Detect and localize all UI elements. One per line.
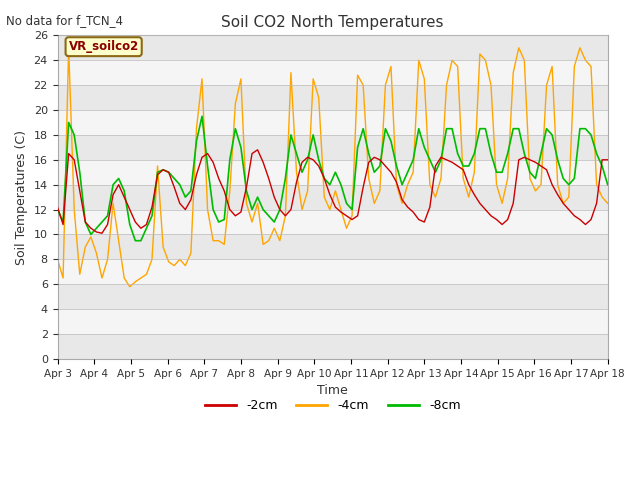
Bar — [58, 135, 608, 160]
Bar — [58, 160, 608, 185]
Bar — [58, 185, 608, 210]
Title: Soil CO2 North Temperatures: Soil CO2 North Temperatures — [221, 15, 444, 30]
Bar — [58, 309, 608, 334]
Bar — [58, 284, 608, 309]
Bar — [58, 334, 608, 359]
Bar — [58, 110, 608, 135]
Bar — [58, 85, 608, 110]
Bar — [58, 36, 608, 60]
Legend: -2cm, -4cm, -8cm: -2cm, -4cm, -8cm — [200, 395, 465, 418]
Bar — [58, 234, 608, 259]
Bar — [58, 259, 608, 284]
Text: No data for f_TCN_4: No data for f_TCN_4 — [6, 14, 124, 27]
Y-axis label: Soil Temperatures (C): Soil Temperatures (C) — [15, 130, 28, 264]
X-axis label: Time: Time — [317, 384, 348, 397]
Bar — [58, 60, 608, 85]
Text: VR_soilco2: VR_soilco2 — [68, 40, 139, 53]
Bar — [58, 210, 608, 234]
